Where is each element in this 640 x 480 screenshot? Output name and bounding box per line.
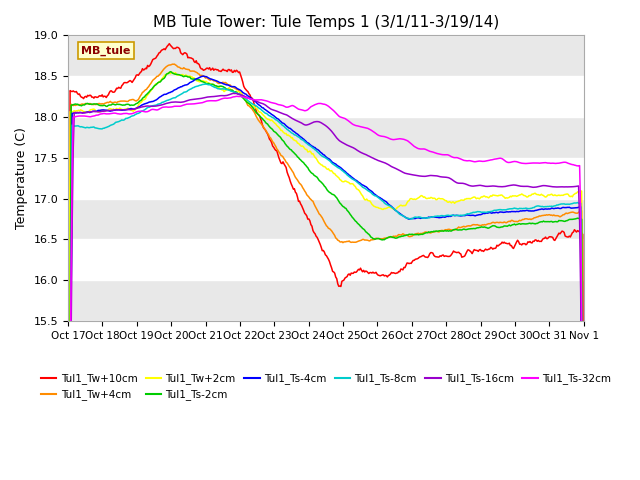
Line: Tul1_Tw+4cm: Tul1_Tw+4cm (68, 64, 584, 480)
Line: Tul1_Tw+2cm: Tul1_Tw+2cm (68, 72, 584, 480)
Tul1_Ts-4cm (200, 73, 207, 79)
Bar (68, 280, 584, 321)
Y-axis label: Temperature (C): Temperature (C) (15, 127, 28, 229)
Tul1_Tw+10cm (166, 41, 173, 47)
Tul1_Ts-4cm (372, 192, 380, 198)
Tul1_Ts-4cm (313, 146, 321, 152)
Tul1_Ts-16cm (344, 143, 352, 148)
Tul1_Ts-8cm (372, 193, 380, 199)
Tul1_Ts-32cm (310, 102, 318, 108)
Tul1_Ts-2cm (372, 236, 380, 242)
Tul1_Tw+4cm (310, 201, 318, 207)
Tul1_Ts-2cm (310, 172, 318, 178)
Line: Tul1_Ts-8cm: Tul1_Ts-8cm (68, 84, 584, 480)
Tul1_Ts-2cm (166, 69, 174, 74)
Tul1_Tw+2cm (568, 194, 576, 200)
Text: MB_tule: MB_tule (81, 45, 131, 56)
Tul1_Tw+10cm (488, 245, 495, 251)
Line: Tul1_Ts-16cm: Tul1_Ts-16cm (68, 94, 584, 480)
Tul1_Tw+10cm (568, 230, 576, 236)
Tul1_Tw+4cm (568, 209, 576, 215)
Tul1_Tw+2cm (168, 69, 175, 75)
Tul1_Tw+2cm (310, 153, 318, 158)
Tul1_Ts-16cm (230, 91, 238, 96)
Tul1_Ts-4cm (344, 171, 352, 177)
Tul1_Ts-32cm (233, 94, 241, 99)
Tul1_Tw+10cm (344, 272, 352, 277)
Tul1_Ts-2cm (568, 216, 576, 222)
Tul1_Ts-16cm (568, 184, 576, 190)
Tul1_Ts-32cm (488, 157, 495, 163)
Tul1_Ts-32cm (344, 118, 352, 123)
Tul1_Tw+4cm (171, 61, 179, 67)
Tul1_Tw+10cm (313, 234, 321, 240)
Tul1_Ts-2cm (488, 223, 495, 229)
Tul1_Ts-8cm (344, 173, 352, 179)
Title: MB Tule Tower: Tule Temps 1 (3/1/11-3/19/14): MB Tule Tower: Tule Temps 1 (3/1/11-3/19… (153, 15, 499, 30)
Tul1_Ts-4cm (488, 210, 495, 216)
Tul1_Tw+4cm (313, 207, 321, 213)
Line: Tul1_Ts-4cm: Tul1_Ts-4cm (68, 76, 584, 480)
Tul1_Ts-8cm (488, 208, 495, 214)
Tul1_Tw+2cm (313, 157, 321, 163)
Tul1_Ts-16cm (313, 119, 321, 124)
Tul1_Tw+10cm (310, 230, 318, 236)
Tul1_Ts-4cm (310, 144, 318, 150)
Bar (68, 36, 584, 76)
Tul1_Ts-16cm (310, 119, 318, 125)
Tul1_Ts-2cm (344, 208, 352, 214)
Bar (68, 199, 584, 240)
Tul1_Tw+2cm (488, 193, 495, 199)
Tul1_Tw+10cm (372, 269, 380, 275)
Tul1_Tw+4cm (488, 220, 495, 226)
Tul1_Tw+4cm (344, 239, 352, 244)
Tul1_Ts-16cm (488, 183, 495, 189)
Tul1_Ts-32cm (313, 101, 321, 107)
Bar (68, 117, 584, 158)
Tul1_Tw+2cm (372, 204, 380, 210)
Tul1_Ts-8cm (568, 201, 576, 206)
Tul1_Ts-8cm (310, 146, 318, 152)
Tul1_Tw+2cm (344, 180, 352, 185)
Line: Tul1_Ts-32cm: Tul1_Ts-32cm (68, 96, 584, 480)
Tul1_Ts-2cm (313, 174, 321, 180)
Line: Tul1_Tw+10cm: Tul1_Tw+10cm (68, 44, 584, 480)
Tul1_Ts-32cm (372, 131, 380, 136)
Tul1_Tw+4cm (372, 235, 380, 241)
Tul1_Ts-32cm (568, 162, 576, 168)
Tul1_Ts-8cm (203, 81, 211, 87)
Tul1_Ts-4cm (568, 205, 576, 211)
Legend: Tul1_Tw+10cm, Tul1_Tw+4cm, Tul1_Tw+2cm, Tul1_Ts-2cm, Tul1_Ts-4cm, Tul1_Ts-8cm, T: Tul1_Tw+10cm, Tul1_Tw+4cm, Tul1_Tw+2cm, … (36, 369, 615, 405)
Tul1_Ts-16cm (372, 156, 380, 162)
Line: Tul1_Ts-2cm: Tul1_Ts-2cm (68, 72, 584, 480)
Tul1_Ts-8cm (313, 149, 321, 155)
